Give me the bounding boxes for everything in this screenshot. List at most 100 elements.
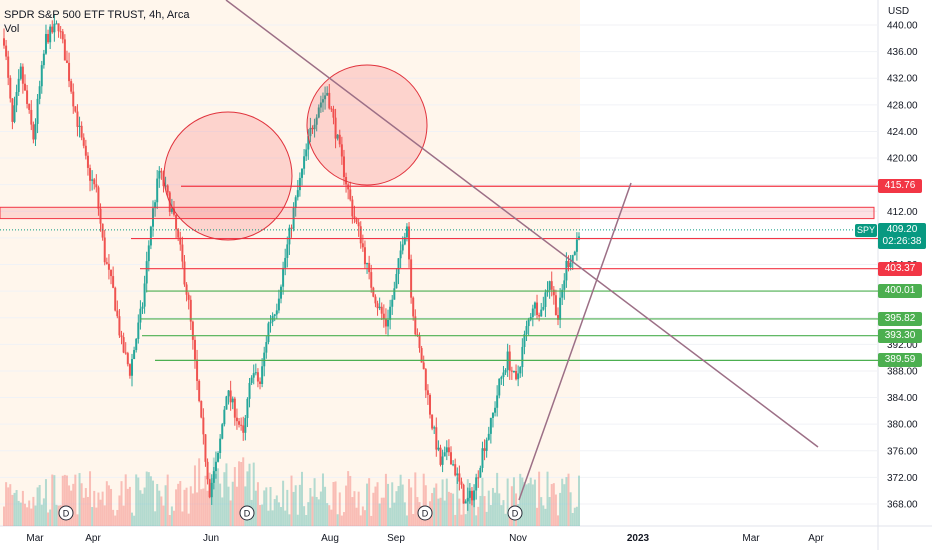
volume-bar [214, 473, 217, 526]
drawings[interactable] [0, 0, 878, 501]
candle-body [405, 226, 408, 238]
candle-body [286, 244, 289, 258]
candle-body [233, 398, 236, 418]
candle-body [89, 167, 92, 181]
volume-bar [181, 511, 184, 526]
volume-label[interactable]: Vol [4, 23, 20, 35]
candle-body [305, 149, 308, 157]
candle-body [206, 461, 209, 480]
x-tick-label: Nov [509, 533, 527, 544]
candle-body [544, 292, 547, 307]
volume-bar [78, 473, 81, 526]
volume-bar [162, 505, 165, 526]
volume-bar [225, 463, 228, 526]
candle-body [120, 335, 123, 338]
volume-bar [242, 457, 245, 526]
candle-body [296, 190, 299, 198]
candle-body [82, 137, 85, 146]
candle-body [468, 490, 471, 498]
volume-bar [149, 476, 152, 526]
volume-bar [366, 483, 369, 526]
candle-body [13, 105, 16, 122]
y-tick-label: 376.00 [887, 446, 918, 457]
volume-bar [361, 506, 364, 526]
symbol-title[interactable]: SPDR S&P 500 ETF TRUST, 4h, Arca [4, 9, 190, 21]
candle-body [17, 78, 20, 92]
price-level-tag: 415.76 [878, 179, 922, 194]
volume-bar [235, 486, 238, 526]
candle-body [437, 447, 440, 450]
volume-bar [61, 475, 64, 526]
candle-body [193, 339, 196, 360]
candle-body [200, 400, 203, 418]
volume-bar [313, 478, 316, 526]
candle-body [183, 261, 186, 285]
candle-body [336, 134, 339, 139]
volume-bar [124, 474, 127, 526]
candle-body [231, 398, 234, 403]
candle-body [137, 322, 140, 339]
y-tick-label: 392.00 [887, 340, 918, 351]
volume-bar [231, 481, 234, 526]
candle-body [32, 124, 35, 140]
volume-bar [263, 490, 266, 526]
volume-bar [267, 510, 270, 526]
candle-body [105, 262, 108, 264]
candle-body [34, 123, 37, 140]
candle-body [498, 378, 501, 396]
volume-bar [103, 505, 106, 526]
dividend-marker-label: D [63, 509, 70, 519]
candle-body [248, 382, 251, 399]
candle-body [479, 467, 482, 478]
candle-body [542, 306, 545, 310]
volume-bar [99, 499, 102, 526]
candle-body [332, 109, 335, 118]
volume-bar [227, 486, 230, 526]
volume-bar [355, 507, 358, 526]
volume-bars [3, 457, 580, 526]
candle-body [315, 117, 318, 125]
volume-bar [137, 477, 140, 526]
price-level-tag: 393.30 [878, 328, 922, 343]
volume-bar [483, 496, 486, 526]
candle-body [93, 179, 96, 185]
candle-body [368, 262, 371, 273]
volume-bar [135, 474, 138, 526]
y-tick-label: 436.00 [887, 47, 918, 58]
candle-body [355, 218, 358, 223]
volume-bar [559, 492, 562, 526]
candle-body [523, 334, 526, 347]
candle-body [538, 315, 541, 317]
highlight-circle [306, 64, 428, 186]
volume-bar [5, 482, 8, 526]
volume-bar [405, 515, 408, 526]
volume-bar [575, 506, 578, 526]
candle-body [424, 369, 427, 391]
volume-bar [145, 471, 148, 526]
candle-body [263, 352, 266, 367]
candle-body [384, 318, 387, 327]
candle-body [221, 424, 224, 439]
highlight-zone [0, 206, 875, 220]
dividend-marker-circle [507, 505, 523, 521]
volume-bar [212, 457, 215, 526]
x-tick-label: 2023 [627, 533, 650, 544]
volume-bar [55, 504, 58, 526]
candle-body [536, 302, 539, 316]
candle-body [363, 247, 366, 265]
time-axis[interactable]: Mar Apr Jun Aug Sep Nov 2023 Mar Apr [26, 533, 824, 544]
volume-bar [298, 484, 301, 526]
candle-body [475, 477, 478, 491]
volume-bar [319, 491, 322, 526]
volume-bar [170, 506, 173, 526]
candle-body [550, 281, 553, 290]
candle-body [422, 362, 425, 370]
candle-body [351, 199, 354, 217]
candle-body [112, 276, 115, 288]
volume-bar [481, 477, 484, 526]
volume-bar [468, 488, 471, 526]
volume-bar [219, 483, 222, 526]
volume-bar [342, 512, 345, 526]
